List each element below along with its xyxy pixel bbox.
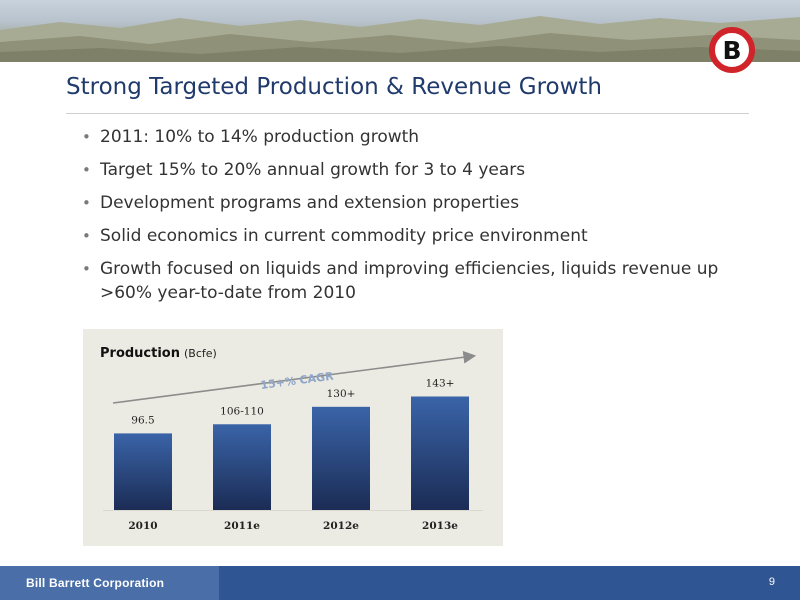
bullet-text: Target 15% to 20% annual growth for 3 to… xyxy=(100,160,526,180)
data-label-2013e: 143+ xyxy=(426,377,455,389)
footer-company-name: Bill Barrett Corporation xyxy=(26,576,165,590)
chart-canvas: 96.5 2010 106-110 2011e 130+ 2012e 143+ 2013e 1… xyxy=(103,350,483,532)
cagr-annotation: 15+% CAGR xyxy=(260,370,335,392)
list-item: • Development programs and extension prop… xyxy=(82,191,762,215)
chart-title-text: Production xyxy=(100,346,180,361)
header-banner xyxy=(0,0,800,62)
footer-bar: Bill Barrett Corporation 9 xyxy=(0,566,800,600)
logo-letter: B xyxy=(722,36,742,65)
list-item: • Growth focused on liquids and improving… xyxy=(82,257,762,305)
x-tick-label-2013e: 2013e xyxy=(422,520,458,532)
page-number: 9 xyxy=(768,576,775,588)
title-divider xyxy=(66,113,749,114)
bullet-text: Solid economics in current commodity pri… xyxy=(100,226,588,246)
footer-left-block xyxy=(0,566,219,600)
production-chart: Production (Bcfe) 96.5 2010 106-110 2011e 130… xyxy=(83,329,503,546)
bullet-icon: • xyxy=(82,227,91,245)
bullet-icon: • xyxy=(82,161,91,179)
bullet-icon: • xyxy=(82,260,91,278)
bar-2011e xyxy=(213,424,271,510)
company-logo: B xyxy=(709,27,755,73)
cagr-arrow xyxy=(112,350,477,404)
bar-2010 xyxy=(114,433,172,510)
mountain-landscape-image xyxy=(0,16,800,62)
chart-unit: (Bcfe) xyxy=(184,347,217,360)
list-item: • Target 15% to 20% annual growth for 3 t… xyxy=(82,158,762,182)
bullet-icon: • xyxy=(82,128,91,146)
list-item: • Solid economics in current commodity pr… xyxy=(82,224,762,248)
bullet-text: 2011: 10% to 14% production growth xyxy=(100,127,420,147)
list-item: • 2011: 10% to 14% production growth xyxy=(82,125,762,149)
x-tick-label-2010: 2010 xyxy=(128,520,157,532)
x-tick-label-2012e: 2012e xyxy=(323,520,359,532)
bullet-text: Development programs and extension prope… xyxy=(100,193,520,213)
bar-2012e xyxy=(312,406,370,510)
data-label-2011e: 106-110 xyxy=(220,405,264,417)
x-tick-label-2011e: 2011e xyxy=(224,520,260,532)
chart-title: Production (Bcfe) xyxy=(100,342,217,361)
bar-2013e xyxy=(411,396,469,510)
data-label-2010: 96.5 xyxy=(131,414,154,426)
bullet-icon: • xyxy=(82,194,91,212)
data-label-2012e: 130+ xyxy=(327,388,356,400)
bullet-list: • 2011: 10% to 14% production growth • Tar… xyxy=(82,125,762,314)
page-title: Strong Targeted Production & Revenue Gro… xyxy=(66,74,602,100)
bullet-text: Growth focused on liquids and improving … xyxy=(100,259,719,303)
